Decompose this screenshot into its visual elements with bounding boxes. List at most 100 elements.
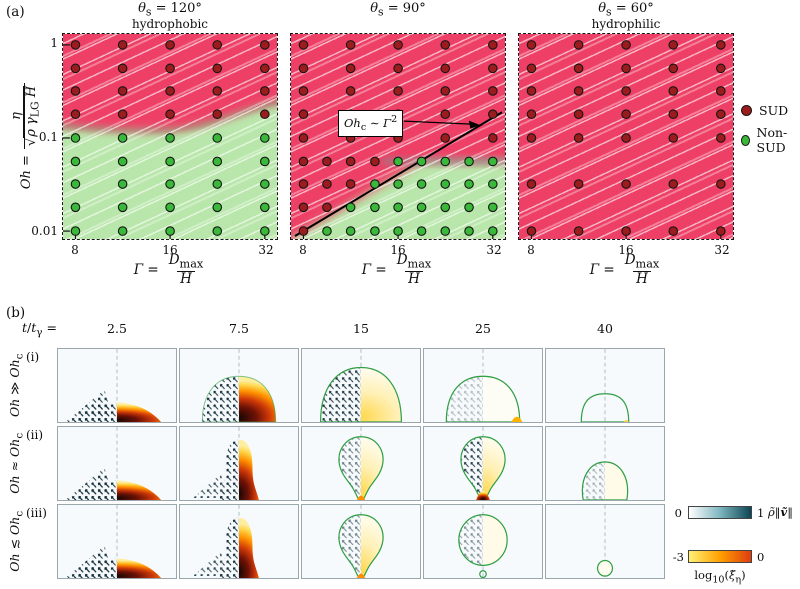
velocity-quiver-spray — [193, 473, 227, 499]
velocity-quiver-spray — [65, 389, 114, 422]
scatter-point-sud — [117, 63, 128, 74]
scatter-point-nonsud — [212, 133, 223, 143]
dissipation-field — [361, 436, 384, 500]
scatter-point-sud — [393, 40, 403, 50]
plot-points — [294, 40, 503, 239]
scatter-point-nonsud — [117, 156, 128, 167]
droplet-interface — [201, 375, 277, 422]
scatter-point-sud — [573, 109, 584, 120]
snapshot-cell-r2c3 — [301, 426, 421, 501]
scatter-point-nonsud — [393, 156, 403, 167]
velocity-quiver-field — [219, 439, 239, 500]
y-tick-label: 0.1 — [38, 130, 58, 144]
scatter-point-sud — [117, 40, 128, 50]
scatter-point-sud — [165, 109, 175, 120]
scatter-point-nonsud — [370, 179, 380, 189]
scatter-point-sud — [526, 226, 537, 236]
scatter-point-nonsud — [117, 133, 128, 143]
xlabel-denominator: H — [177, 271, 195, 287]
scatter-point-nonsud — [416, 156, 427, 167]
scatter-point-nonsud — [416, 226, 427, 236]
time-label: 2.5 — [107, 321, 127, 336]
time-label: 7.5 — [229, 321, 249, 336]
scatter-point-sud — [668, 86, 679, 96]
scatter-point-sud — [488, 133, 498, 143]
scatter-point-sud — [260, 86, 270, 96]
dissipation-field — [239, 376, 276, 422]
scatter-point-nonsud — [165, 202, 175, 213]
scatter-point-nonsud — [440, 226, 451, 236]
scatter-point-sud — [393, 86, 403, 96]
scatter-point-sud — [165, 40, 175, 50]
dissipation-field — [239, 439, 259, 500]
velocity-quiver-field — [338, 436, 361, 500]
snapshot-cell-r1c2 — [179, 348, 299, 423]
colorbar-1-min: -3 — [672, 550, 684, 564]
velocity-quiver-spray — [65, 545, 114, 578]
scatter-point-sud — [298, 109, 309, 120]
xlabel-numerator: Dmax — [168, 252, 204, 271]
panel-b-label: (b) — [6, 305, 26, 321]
scatter-point-sud — [573, 226, 584, 236]
droplet-interface — [458, 514, 508, 566]
scatter-point-nonsud — [345, 202, 356, 213]
subplot-title-theta-120: θs = 120° — [138, 1, 202, 19]
scatter-point-nonsud — [488, 202, 498, 213]
scatter-point-sud — [716, 40, 726, 50]
colorbar-0-max: 1 — [757, 506, 765, 520]
xlabel-prefix: Γ = — [361, 262, 387, 279]
scatter-point-sud — [668, 133, 679, 143]
scatter-point-nonsud — [70, 133, 81, 143]
scatter-point-sud — [488, 86, 498, 96]
velocity-quiver-field — [202, 376, 239, 422]
scatter-point-nonsud — [260, 226, 270, 236]
snapshot-cell-r3c4 — [423, 504, 543, 579]
x-tick-label: 16 — [390, 243, 406, 257]
scatter-point-sud — [716, 86, 726, 96]
dissipation-spot — [511, 416, 523, 422]
scaling-line — [294, 111, 503, 237]
dissipation-spot — [356, 573, 366, 578]
xlabel-fraction: Dmax H — [622, 252, 663, 287]
x-axis-label: Γ = Dmax H — [518, 252, 734, 287]
snapshot-cell-r1c1 — [57, 348, 177, 423]
scatter-point-nonsud — [212, 226, 223, 236]
x-tick-label: 32 — [486, 243, 502, 257]
dissipation-field — [117, 558, 162, 578]
legend-label: SUD — [759, 103, 789, 118]
scatter-point-sud — [298, 86, 309, 96]
x-tick-label: 32 — [258, 243, 274, 257]
scatter-point-sud — [298, 63, 309, 74]
colorbar-1-max: 0 — [757, 550, 765, 564]
scatter-point-sud — [260, 109, 270, 120]
scatter-point-nonsud — [165, 156, 175, 167]
snapshot-cell-r2c4 — [423, 426, 543, 501]
dissipation-field — [117, 402, 162, 422]
droplet-interface — [319, 366, 403, 422]
legend-item-nonsud: Non-SUD — [741, 125, 800, 155]
scatter-point-nonsud — [70, 202, 81, 213]
snapshot-cell-r3c2 — [179, 504, 299, 579]
row-regime-label: Oh ≲ Ohc — [6, 510, 26, 572]
scatter-point-sud — [716, 179, 726, 189]
snapshot-cell-r1c5 — [545, 348, 665, 423]
colorbar-0-min: 0 — [674, 506, 682, 520]
scatter-point-sud — [212, 86, 223, 96]
scatter-point-sud — [212, 109, 223, 120]
x-tick-label: 16 — [162, 243, 178, 257]
velocity-colorbar-label: ρ̃‖ṽ‖ — [768, 505, 793, 519]
snapshot-cell-r2c1 — [57, 426, 177, 501]
row-regime-label: Oh ≫ Ohc — [6, 353, 26, 418]
scatter-point-sud — [716, 63, 726, 74]
snapshot-cell-r2c2 — [179, 426, 299, 501]
scatter-point-sud — [621, 63, 631, 74]
scatter-point-sud — [668, 179, 679, 189]
scatter-point-nonsud — [488, 156, 498, 167]
scatter-point-sud — [573, 133, 584, 143]
scatter-point-sud — [573, 63, 584, 74]
phase-diagram-theta-60 — [518, 33, 734, 240]
scatter-point-sud — [621, 179, 631, 189]
scatter-point-nonsud — [212, 202, 223, 213]
scatter-point-sud — [526, 109, 537, 120]
row-index-label: (iii) — [26, 506, 47, 520]
